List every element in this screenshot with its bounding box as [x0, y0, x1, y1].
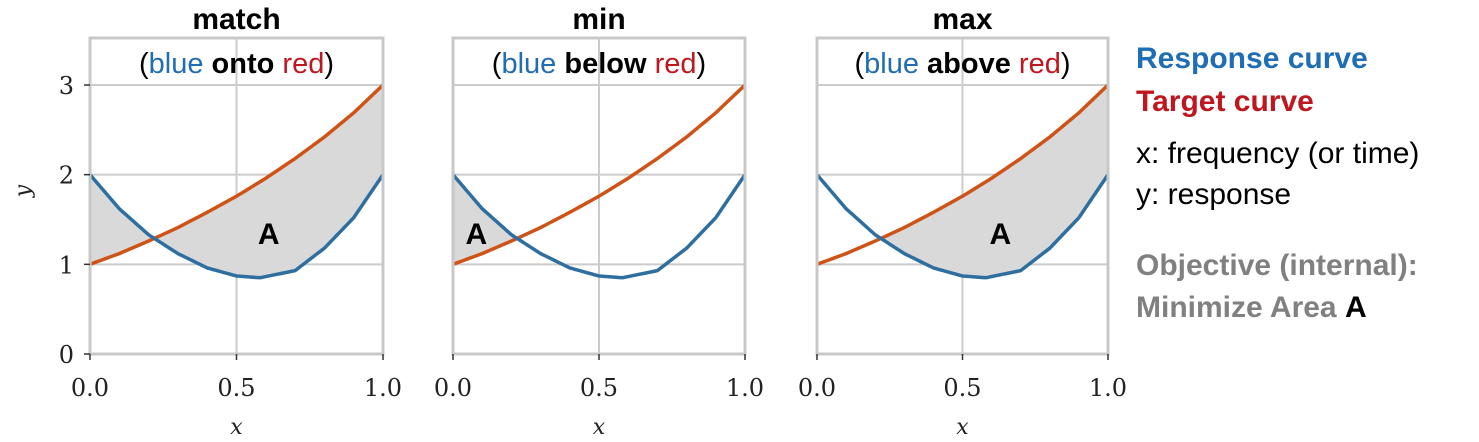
x-tick-label: 1.0: [1089, 374, 1127, 402]
panel-subtitle: (blue above red): [854, 48, 1070, 80]
x-tick-label: 0.5: [580, 374, 618, 402]
y-tick-label: 1: [59, 251, 74, 279]
x-axis-label: x: [230, 415, 243, 440]
legend-response-curve: Response curve: [1136, 42, 1368, 75]
y-tick-label: 3: [59, 72, 74, 100]
y-tick-label: 0: [59, 341, 74, 369]
response-curve-line: [815, 173, 1110, 280]
legend-objective-line2: Minimize Area A: [1136, 291, 1367, 324]
panel-min: A 0.0 0.5 1.0 x min (blue below red): [434, 3, 764, 440]
legend-target-curve: Target curve: [1136, 85, 1314, 118]
target-curve-line: [816, 83, 1110, 266]
x-tick-label: 1.0: [726, 374, 764, 402]
panel-title: match: [192, 3, 280, 36]
y-axis-label: y: [11, 184, 36, 198]
shaded-area-a: [90, 85, 383, 278]
x-tick-label: 0.0: [71, 374, 109, 402]
panel-match: A 0.0 0.5 1.0 0 1 2 3 x y match (blue onto red): [11, 3, 402, 440]
y-tick-label: 2: [59, 162, 74, 190]
x-tick-label: 0.0: [434, 374, 472, 402]
x-tick-label: 1.0: [364, 374, 402, 402]
x-axis-label: x: [956, 415, 969, 440]
target-curve-line: [89, 83, 385, 266]
panel-max: A 0.0 0.5 1.0 x max (blue above red): [798, 3, 1127, 440]
x-tick-label: 0.5: [217, 374, 255, 402]
target-curve-line: [452, 83, 747, 266]
legend-objective-line1: Objective (internal):: [1136, 249, 1418, 282]
x-axis-label: x: [593, 415, 606, 440]
legend-area-symbol: A: [1344, 291, 1367, 324]
panel-subtitle: (blue below red): [492, 48, 706, 80]
panel-subtitle: (blue onto red): [139, 48, 334, 80]
area-a-label: A: [989, 218, 1011, 251]
area-a-label: A: [258, 218, 280, 251]
shaded-area-a: [453, 174, 517, 265]
shaded-area-a: [882, 85, 1108, 278]
legend-y-description: y: response: [1136, 178, 1292, 211]
x-tick-label: 0.0: [798, 374, 836, 402]
panel-title: max: [932, 3, 992, 36]
area-a-label: A: [466, 218, 488, 251]
legend-x-description: x: frequency (or time): [1136, 137, 1420, 170]
response-curve-line: [451, 173, 747, 280]
panel-title: min: [572, 3, 625, 36]
response-curve-line: [88, 173, 385, 280]
x-tick-label: 0.5: [943, 374, 981, 402]
